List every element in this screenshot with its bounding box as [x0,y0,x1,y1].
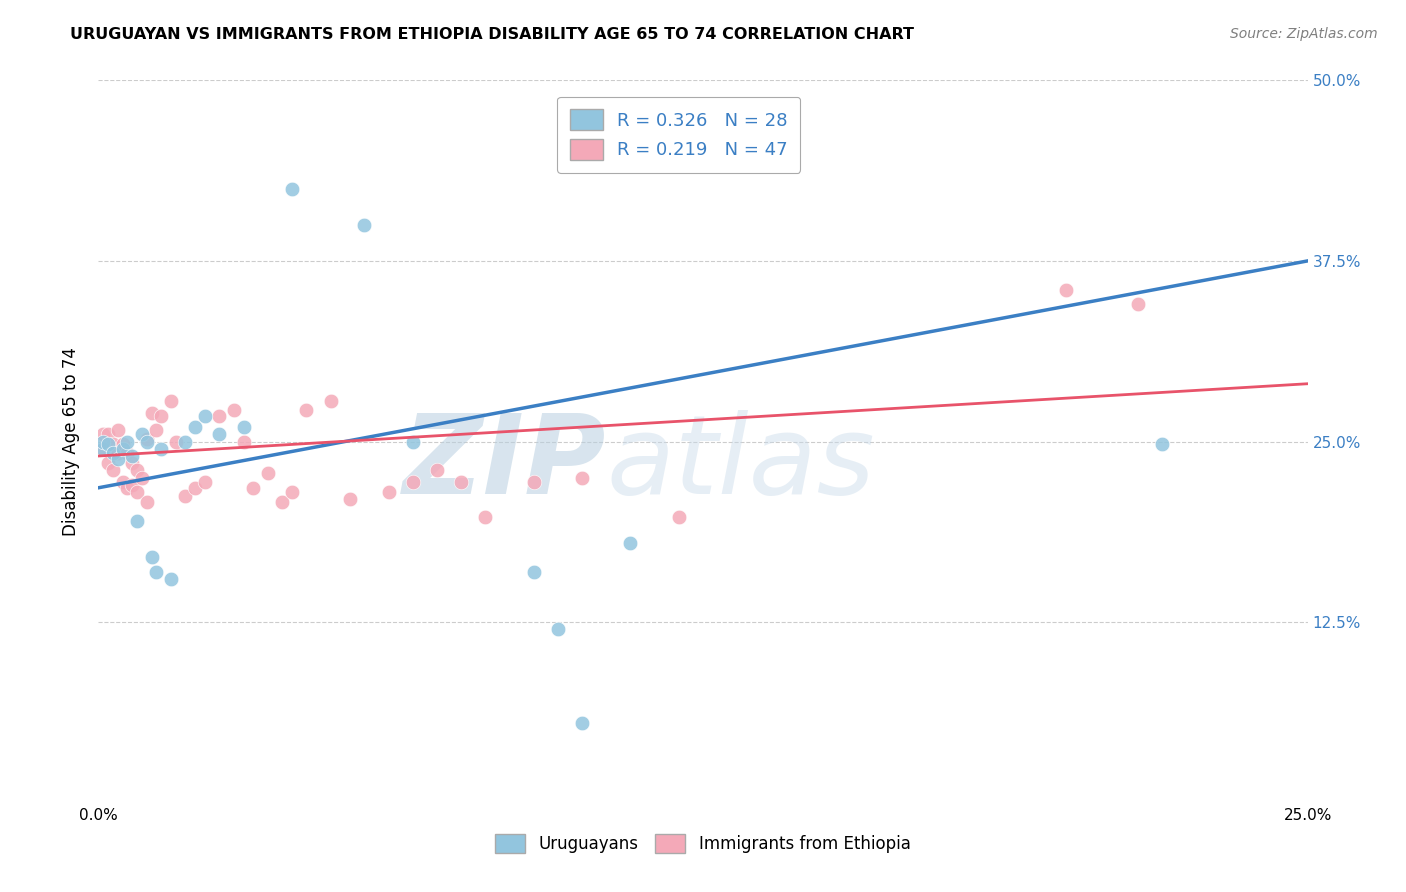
Point [141,550,163,565]
Point [256,467,278,481]
Point [101,446,124,460]
Point [107,451,129,466]
Point [91,427,114,442]
Point [450,475,472,489]
Point [131,470,153,484]
Point [121,449,143,463]
Point [117,481,139,495]
Point [523,475,546,489]
Point [194,475,217,489]
Point [426,463,449,477]
Point [121,456,143,470]
Point [523,565,546,579]
Point [194,409,217,423]
Point [141,406,163,420]
Point [127,514,149,528]
Point [127,463,149,477]
Point [402,434,425,449]
Point [377,485,399,500]
Text: Source: ZipAtlas.com: Source: ZipAtlas.com [1230,27,1378,41]
Point [165,434,187,449]
Point [145,423,167,437]
Point [121,478,143,492]
Point [150,442,173,456]
Point [402,475,425,489]
Point [232,434,254,449]
Point [474,509,496,524]
Point [242,481,264,495]
Point [1152,437,1174,451]
Point [117,446,139,460]
Point [353,218,375,232]
Point [131,427,153,442]
Text: atlas: atlas [606,409,875,516]
Point [668,509,690,524]
Point [135,495,157,509]
Point [619,535,641,549]
Legend: Uruguayans, Immigrants from Ethiopia: Uruguayans, Immigrants from Ethiopia [489,827,917,860]
Point [101,463,124,477]
Text: ZIP: ZIP [402,409,606,516]
Point [91,434,114,449]
Point [145,565,167,579]
Point [281,485,304,500]
Point [222,402,245,417]
Point [97,456,120,470]
Point [571,470,593,484]
Point [1054,283,1077,297]
Point [97,427,120,442]
Point [160,572,183,586]
Point [127,485,149,500]
Point [295,402,318,417]
Text: URUGUAYAN VS IMMIGRANTS FROM ETHIOPIA DISABILITY AGE 65 TO 74 CORRELATION CHART: URUGUAYAN VS IMMIGRANTS FROM ETHIOPIA DI… [70,27,914,42]
Y-axis label: Disability Age 65 to 74: Disability Age 65 to 74 [62,347,80,536]
Point [339,492,361,507]
Point [1128,297,1150,311]
Point [101,437,124,451]
Point [97,437,120,451]
Point [208,409,231,423]
Point [117,434,139,449]
Point [107,446,129,460]
Point [319,394,342,409]
Point [174,490,197,504]
Point [208,427,231,442]
Point [174,434,197,449]
Point [135,432,157,446]
Point [107,423,129,437]
Point [91,442,114,456]
Point [111,437,134,451]
Point [91,442,114,456]
Point [111,442,134,456]
Point [547,623,569,637]
Point [571,716,593,731]
Point [150,409,173,423]
Point [232,420,254,434]
Point [184,420,207,434]
Point [111,475,134,489]
Point [160,394,183,409]
Point [184,481,207,495]
Point [271,495,294,509]
Point [135,434,157,449]
Point [281,182,304,196]
